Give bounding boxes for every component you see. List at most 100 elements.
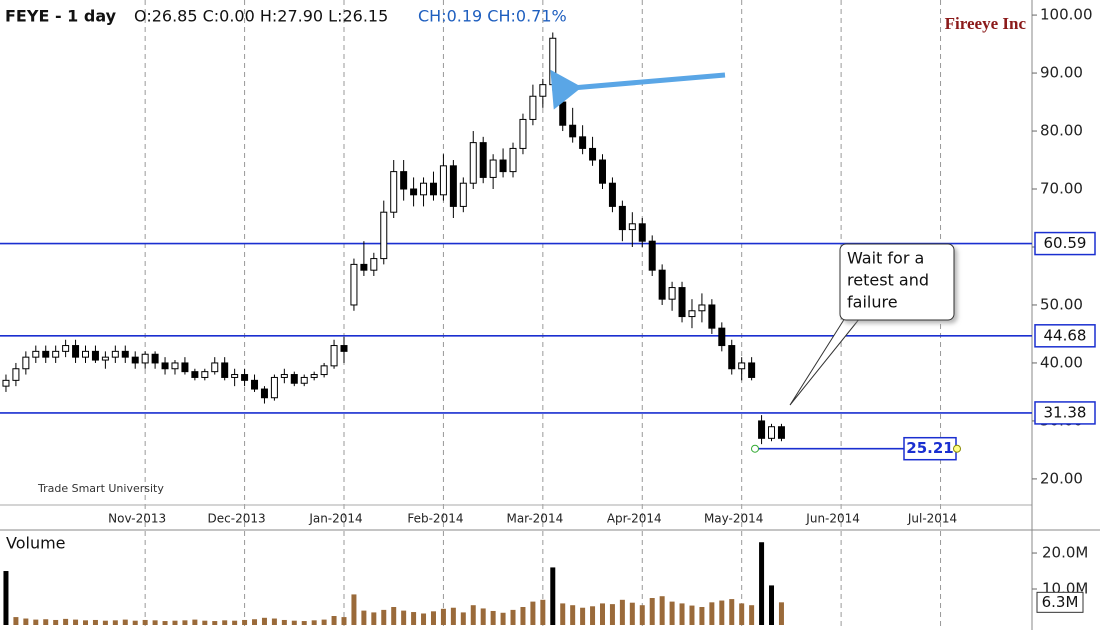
- callout-box: [839, 243, 955, 321]
- x-tick-label: Jul-2014: [907, 512, 957, 526]
- volume-bar: [331, 616, 337, 625]
- volume-bar: [520, 607, 526, 625]
- volume-bar: [699, 607, 705, 625]
- volume-bar: [430, 611, 436, 625]
- candle-body: [420, 182, 428, 196]
- volume-bar: [550, 567, 556, 625]
- candle-body: [449, 165, 457, 207]
- candle-body: [251, 379, 259, 390]
- candle-body: [300, 376, 308, 384]
- volume-bar: [470, 605, 476, 625]
- candle-body: [72, 345, 80, 358]
- volume-bar: [53, 619, 59, 625]
- volume-bar: [639, 605, 645, 625]
- candle-body: [211, 362, 219, 373]
- candle-body: [82, 350, 90, 358]
- volume-bar: [252, 619, 258, 625]
- candle-body: [42, 350, 50, 358]
- x-tick-label: May-2014: [704, 512, 763, 526]
- volume-bar: [540, 599, 546, 625]
- candle-body: [280, 374, 288, 378]
- volume-bar: [729, 599, 735, 625]
- candle-body: [22, 356, 30, 370]
- volume-bar: [43, 619, 49, 625]
- level-label: 60.59: [1044, 234, 1087, 252]
- volume-bar: [152, 620, 158, 625]
- volume-bar: [301, 621, 307, 625]
- candle-body: [330, 345, 338, 367]
- volume-bar: [102, 620, 108, 625]
- volume-bar: [132, 620, 138, 625]
- volume-bar: [421, 613, 427, 625]
- x-tick-label: Jun-2014: [805, 512, 860, 526]
- volume-bar: [162, 621, 168, 625]
- candle-body: [479, 142, 487, 178]
- volume-bar: [3, 571, 9, 625]
- volume-bar: [580, 607, 586, 625]
- volume-bar: [570, 605, 576, 625]
- x-tick-label: Jan-2014: [308, 512, 362, 526]
- candle-body: [489, 159, 497, 178]
- x-tick-label: Feb-2014: [407, 512, 463, 526]
- volume-bar: [73, 619, 79, 625]
- volume-bar: [778, 602, 784, 625]
- candle-body: [549, 37, 557, 86]
- volume-bar: [669, 601, 675, 625]
- level-label: 31.38: [1044, 403, 1087, 421]
- volume-bar: [739, 603, 745, 625]
- y-tick-label: 100.00: [1040, 6, 1093, 24]
- candle-body: [201, 371, 209, 378]
- target-handle: [751, 444, 759, 453]
- callout: Wait for a retest and failure: [789, 243, 955, 406]
- volume-bar: [232, 620, 238, 625]
- candle-body: [131, 356, 139, 364]
- candle-body: [608, 182, 616, 207]
- volume-bar: [122, 619, 128, 625]
- candle-body: [509, 147, 517, 173]
- volume-bar: [759, 542, 765, 625]
- candle-body: [221, 362, 229, 378]
- candle-body: [598, 159, 606, 184]
- candle-body: [718, 327, 726, 347]
- candle-body: [748, 362, 756, 378]
- candle-body: [738, 362, 746, 370]
- level-box: [1034, 401, 1096, 425]
- candle-body: [678, 287, 686, 318]
- y-tick-label: 70.00: [1040, 180, 1083, 198]
- volume-bar: [291, 620, 297, 625]
- candle-body: [529, 95, 537, 120]
- company: Fireeye Inc: [945, 14, 1027, 33]
- candle-body: [171, 362, 179, 370]
- volume-bar: [192, 619, 198, 625]
- y-tick-label: 20.00: [1040, 469, 1083, 487]
- volume-bar: [411, 612, 417, 625]
- volume-bar: [63, 618, 69, 625]
- y-tick-label: 20.0M: [1042, 544, 1088, 562]
- candle-body: [350, 263, 358, 306]
- volume-bar: [142, 619, 148, 625]
- last-volume-label: 6.3M: [1042, 593, 1079, 611]
- candle-body: [777, 426, 785, 439]
- volume-bar: [381, 609, 387, 625]
- candle-body: [410, 188, 418, 196]
- volume-bar: [271, 618, 277, 625]
- candle-body: [499, 159, 507, 173]
- candle-body: [698, 304, 706, 312]
- volume-bar: [460, 612, 466, 625]
- volume-bar: [510, 609, 516, 625]
- candle-body: [310, 374, 318, 378]
- ohlc: O:26.85 C:0.00 H:27.90 L:26.15: [134, 7, 388, 26]
- candle-body: [768, 426, 776, 439]
- level-box: [1034, 231, 1096, 256]
- volume-bar: [391, 607, 397, 625]
- candle-body: [390, 171, 398, 213]
- title: FEYE - 1 day: [5, 7, 117, 26]
- candle-body: [121, 350, 129, 358]
- volume-bar: [321, 619, 327, 625]
- volume-bar: [560, 603, 566, 625]
- volume-bar: [23, 618, 29, 625]
- level-label: 44.68: [1044, 326, 1087, 344]
- volume-bar: [371, 612, 377, 625]
- y-tick-label: 80.00: [1040, 122, 1083, 140]
- volume-bar: [261, 617, 267, 625]
